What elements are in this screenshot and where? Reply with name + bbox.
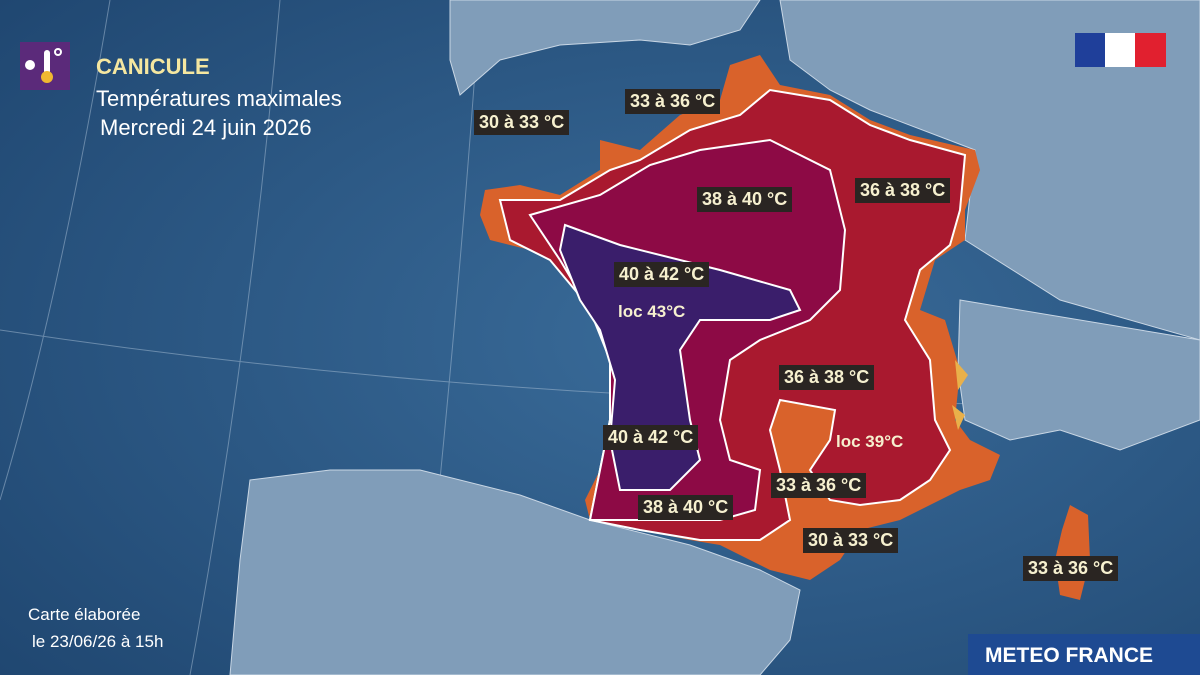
zone-label: 40 à 42 °C [614,262,710,287]
brand-bg [968,634,1200,675]
neighbour-land [229,0,1200,675]
date: Mercredi 24 juin 2026 [100,115,312,140]
zone-label: 33 à 36 °C [771,473,867,498]
note: Carte élaborée [28,605,141,624]
zone-label: 40 à 42 °C [603,425,699,450]
zone-label: 30 à 33 °C [474,110,570,135]
french-flag [1075,33,1166,67]
local-max-label: loc 39°C [836,432,904,451]
local-max-label: loc 43°C [618,302,686,321]
note: le 23/06/26 à 15h [32,632,164,651]
zone-label: 38 à 40 °C [697,187,793,212]
subtitle: Températures maximales [96,86,342,111]
zone-label: 36 à 38 °C [779,365,875,390]
zone-label: 33 à 36 °C [625,89,721,114]
brand: METEO FRANCE [985,644,1153,667]
title: CANICULE [96,54,210,79]
zone-label: 33 à 36 °C [1023,556,1119,581]
zone-label: 30 à 33 °C [803,528,899,553]
heat-icon [25,48,62,83]
zone-label: 36 à 38 °C [855,178,951,203]
zone-label: 38 à 40 °C [638,495,734,520]
